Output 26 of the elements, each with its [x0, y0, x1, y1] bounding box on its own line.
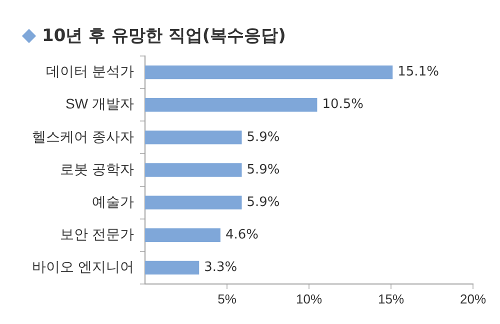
- data-label: 3.3%: [204, 260, 238, 276]
- data-label: 4.6%: [225, 228, 258, 243]
- data-label: 10.5%: [322, 97, 364, 112]
- y-tick-label: 바이오 엔지니어: [32, 258, 134, 275]
- bar: [145, 130, 242, 144]
- bar: [145, 65, 393, 80]
- bar: [145, 163, 242, 177]
- chart-title: 10년 후 유망한 직업(복수응답): [42, 25, 286, 47]
- y-tick-label: 헬스케어 종사자: [32, 128, 134, 144]
- data-label: 5.9%: [246, 130, 280, 145]
- data-label: 5.9%: [246, 162, 280, 178]
- x-tick-label: 10%: [296, 291, 322, 306]
- bar: [145, 98, 318, 112]
- bar: [145, 228, 220, 242]
- data-label: 5.9%: [246, 194, 280, 210]
- data-label: 15.1%: [398, 64, 439, 80]
- y-tick-label: SW 개발자: [66, 96, 134, 112]
- y-tick-label: 데이터 분석가: [46, 63, 134, 80]
- bar: [145, 260, 200, 275]
- x-tick-label: 15%: [378, 291, 404, 306]
- x-tick-label: 20%: [460, 291, 486, 306]
- x-tick-label: 5%: [218, 291, 237, 306]
- y-tick-label: 보안 전문가: [60, 226, 134, 242]
- y-tick-label: 로봇 공학자: [60, 160, 134, 177]
- y-tick-label: 예술가: [92, 193, 134, 210]
- bar: [145, 196, 242, 210]
